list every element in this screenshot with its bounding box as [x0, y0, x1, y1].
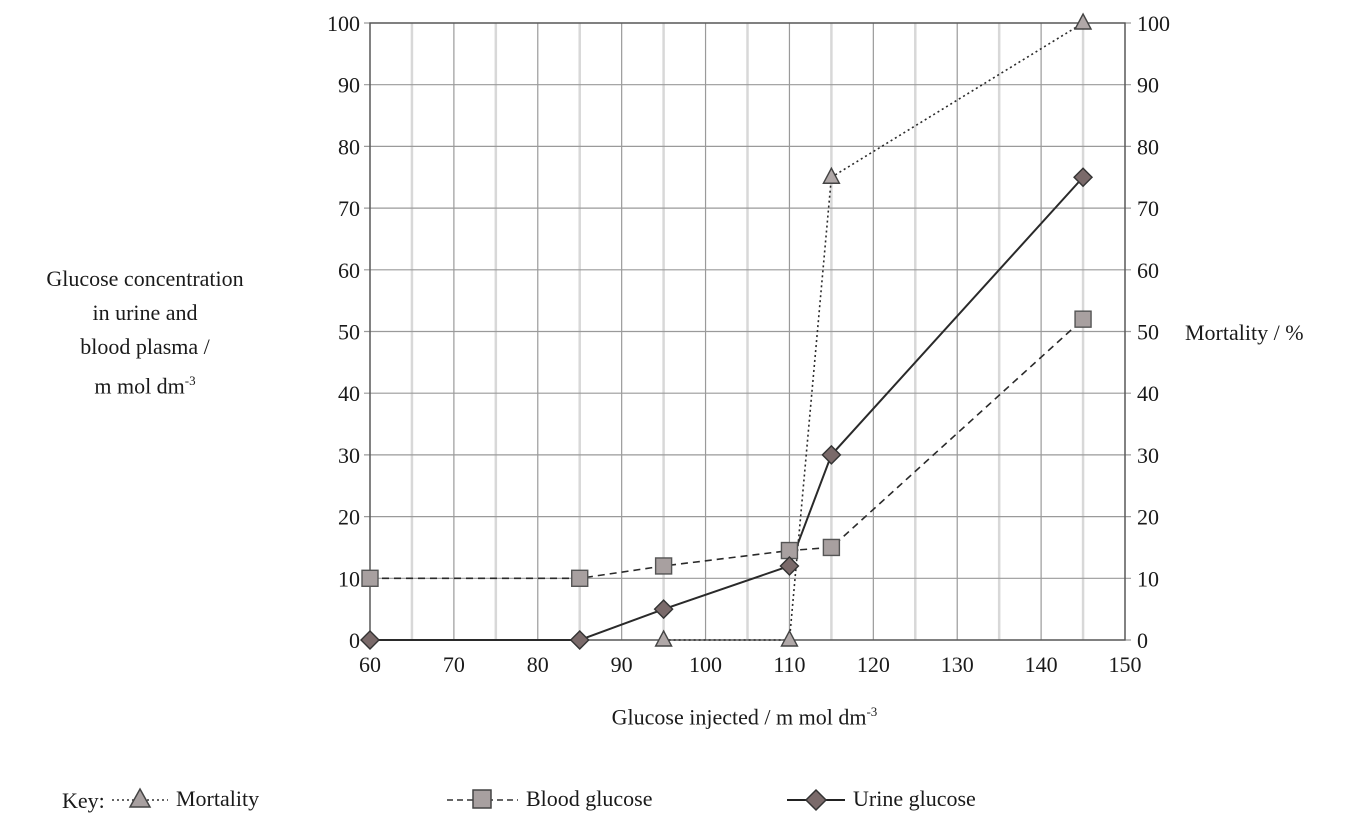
y2-axis-title: Mortality / %: [1185, 320, 1304, 345]
x-tick-label: 90: [611, 652, 633, 677]
blood-glucose-point: [822, 538, 841, 557]
tick-labels: 60 70 80 90 100 110 120 130 140 15001020304050607…: [327, 11, 1170, 677]
urine-glucose-point: [653, 599, 674, 620]
y2-tick-label: 0: [1137, 628, 1148, 653]
y-axis-title-line-3: blood plasma /: [80, 334, 210, 359]
blood-glucose-point: [361, 569, 379, 587]
legend-item-mortality: Mortality: [110, 786, 259, 812]
mortality-point: [1073, 12, 1093, 30]
y-tick-label: 70: [338, 196, 360, 221]
y2-tick-label: 30: [1137, 443, 1159, 468]
legend-mortality-swatch: [112, 787, 168, 808]
key-label: Key:: [62, 788, 105, 813]
y-tick-label: 50: [338, 320, 360, 345]
legend-mortality-label: Mortality: [176, 786, 260, 811]
y-tick-label: 80: [338, 134, 360, 159]
blood-glucose-point: [571, 569, 589, 587]
y2-tick-label: 10: [1137, 566, 1159, 591]
x-tick-label: 80: [527, 652, 549, 677]
y-tick-label: 40: [338, 381, 360, 406]
urine-glucose-point: [779, 555, 800, 576]
y-tick-label: 60: [338, 258, 360, 283]
urine-glucose-point: [821, 444, 842, 465]
urine-glucose-point: [360, 630, 380, 650]
blood-glucose-point: [654, 557, 673, 575]
series-layer: [360, 12, 1094, 650]
y-tick-label: 100: [327, 11, 360, 36]
series-line-blood-glucose: [370, 318, 1084, 580]
x-tick-label: 110: [773, 652, 805, 677]
y-axis-title: Glucose concentration in urine and blood…: [0, 262, 290, 403]
x-tick-label: 130: [941, 652, 974, 677]
x-tick-label: 60: [359, 652, 381, 677]
mortality-point: [654, 629, 673, 647]
blood-glucose-point: [1074, 310, 1092, 328]
y2-tick-label: 70: [1137, 196, 1159, 221]
legend-item-blood-glucose: Blood glucose: [445, 786, 653, 812]
y2-tick-label: 80: [1137, 134, 1159, 159]
legend-urine-glucose-label: Urine glucose: [853, 786, 976, 811]
y-tick-label: 10: [338, 566, 360, 591]
x-tick-label: 120: [857, 652, 890, 677]
plot-frame: [369, 22, 1126, 641]
y-tick-label: 30: [338, 443, 360, 468]
mortality-point: [822, 166, 841, 184]
mortality-point: [780, 629, 799, 647]
y2-tick-label: 60: [1137, 258, 1159, 283]
y-axis-title-line-1: Glucose concentration: [46, 266, 244, 291]
x-tick-label: 150: [1109, 652, 1142, 677]
y2-tick-label: 20: [1137, 505, 1159, 530]
legend-blood-glucose-label: Blood glucose: [526, 786, 653, 811]
y2-tick-label: 90: [1137, 73, 1159, 98]
y-tick-label: 20: [338, 505, 360, 530]
y-axis-title-line-2: in urine and: [92, 300, 198, 325]
x-tick-label: 100: [689, 652, 722, 677]
x-axis-title: Glucose injected / m mol dm-3: [611, 704, 878, 730]
x-tick-label: 70: [443, 652, 465, 677]
y2-tick-label: 40: [1137, 381, 1159, 406]
legend-item-urine-glucose: Urine glucose: [785, 786, 976, 812]
urine-glucose-point: [1073, 167, 1094, 188]
urine-glucose-point: [569, 630, 590, 650]
series-line-urine-glucose: [370, 176, 1084, 641]
legend-blood-glucose-swatch: [447, 789, 518, 809]
y2-tick-label: 100: [1137, 11, 1170, 36]
x-tick-label: 140: [1025, 652, 1058, 677]
legend-urine-glucose-swatch: [787, 788, 845, 812]
grid: [364, 22, 1131, 641]
y2-tick-label: 50: [1137, 320, 1159, 345]
y-tick-label: 0: [349, 628, 360, 653]
y-axis-title-line-4: m mol dm-3: [94, 373, 196, 399]
y-tick-label: 90: [338, 73, 360, 98]
